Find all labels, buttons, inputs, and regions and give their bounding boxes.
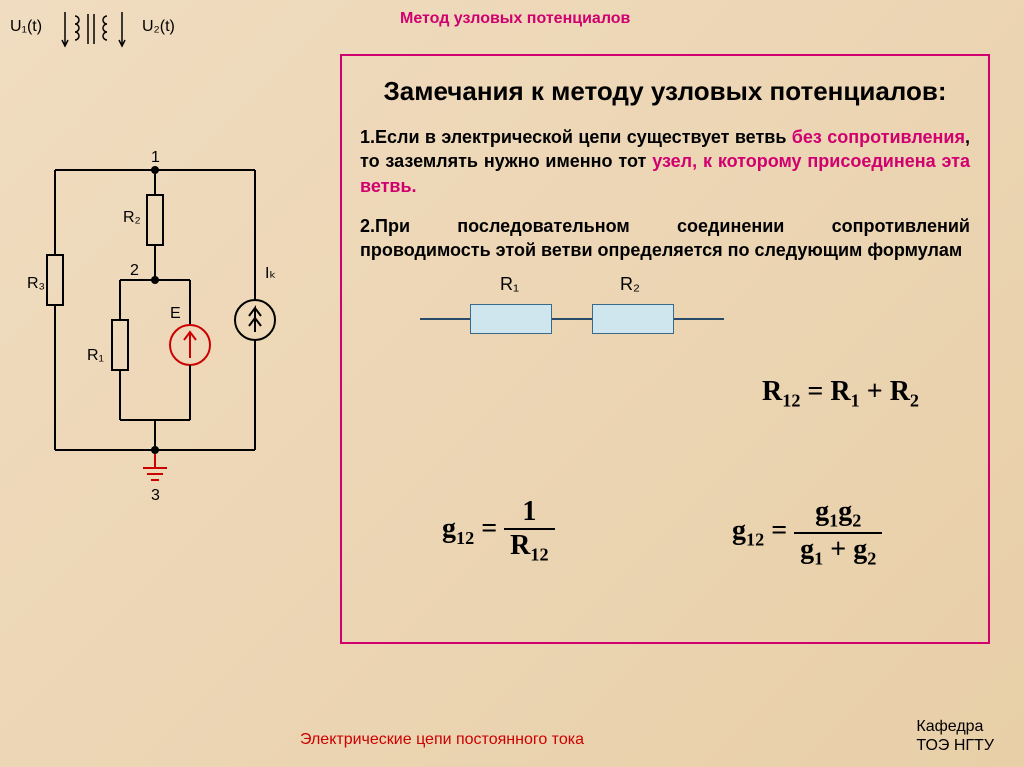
r3-comp-label: R₃: [27, 275, 45, 292]
box-title: Замечания к методу узловых потенциалов:: [360, 76, 970, 107]
r1-box: [470, 304, 552, 334]
u1-label: U₁(t): [10, 18, 42, 36]
series-resistors-diagram: R₁ R₂: [420, 278, 970, 348]
r2-comp-label: R₂: [123, 209, 141, 226]
eq-g12-right: g12 = g1g2 g1 + g2: [732, 496, 882, 569]
note-2: 2.При последовательном соединении сопрот…: [360, 214, 970, 263]
footer-topic: Электрические цепи постоянного тока: [300, 731, 584, 749]
transformer-icon: [60, 10, 135, 50]
eq-g12-left: g12 = 1 R12: [442, 496, 555, 566]
ik-comp-label: Iₖ: [265, 265, 276, 282]
notes-box: Замечания к методу узловых потенциалов: …: [340, 54, 990, 644]
u2-label: U₂(t): [142, 18, 175, 36]
circuit-diagram: 1 2 3 R₂ R₃ R₁ E Iₖ: [25, 150, 285, 510]
footer-dept: Кафедра ТОЭ НГТУ: [916, 717, 994, 755]
r2-box: [592, 304, 674, 334]
r2-label: R₂: [620, 274, 640, 295]
page-header: Метод узловых потенциалов: [400, 10, 630, 28]
r1-label: R₁: [500, 274, 519, 295]
e-comp-label: E: [170, 305, 181, 322]
eq-r12: R12 = R1 + R2: [762, 376, 919, 412]
note-1: 1.Если в электрической цепи существует в…: [360, 125, 970, 198]
node1-label: 1: [151, 150, 160, 166]
node2-label: 2: [130, 262, 139, 279]
r1-comp-label: R₁: [87, 347, 104, 364]
node3-label: 3: [151, 487, 160, 504]
